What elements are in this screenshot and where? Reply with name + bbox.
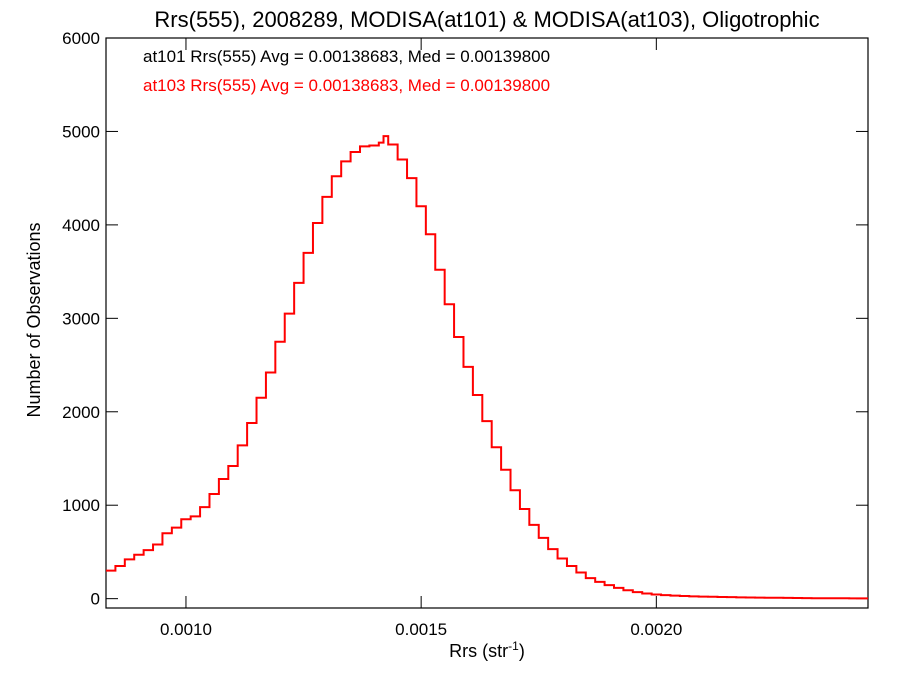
x-tick-label: 0.0010 xyxy=(160,620,212,639)
chart-title: Rrs(555), 2008289, MODISA(at101) & MODIS… xyxy=(154,7,819,32)
y-axis-label: Number of Observations xyxy=(24,222,44,417)
plot-frame xyxy=(105,37,869,609)
x-tick-label: 0.0015 xyxy=(395,620,447,639)
x-axis-label-superscript: -1 xyxy=(508,639,519,653)
series-layer xyxy=(106,135,868,600)
y-tick-label: 1000 xyxy=(62,496,100,515)
y-tick-label: 2000 xyxy=(62,403,100,422)
y-tick-label: 6000 xyxy=(62,29,100,48)
annotation-at103: at103 Rrs(555) Avg = 0.00138683, Med = 0… xyxy=(143,76,550,95)
y-tick-label: 0 xyxy=(91,590,100,609)
annotation-at101: at101 Rrs(555) Avg = 0.00138683, Med = 0… xyxy=(143,47,550,66)
y-tick-label: 3000 xyxy=(62,309,100,328)
y-axis-ticks: 0 1000 2000 3000 4000 5000 6000 xyxy=(62,29,868,609)
y-tick-label: 5000 xyxy=(62,122,100,141)
y-tick-label: 4000 xyxy=(62,216,100,235)
x-axis-ticks: 0.0010 0.0015 0.0020 xyxy=(160,38,682,639)
x-axis-label: Rrs (str-1) xyxy=(449,639,525,661)
x-axis-label-close: ) xyxy=(519,641,525,661)
series-line-0 xyxy=(106,135,868,600)
x-tick-label: 0.0020 xyxy=(630,620,682,639)
x-axis-label-main: Rrs (str xyxy=(449,641,508,661)
